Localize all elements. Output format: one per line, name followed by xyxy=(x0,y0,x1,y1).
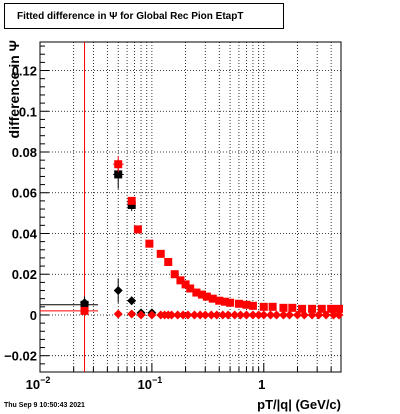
data-point-diamond xyxy=(334,310,344,320)
data-point-diamond xyxy=(278,310,288,320)
series-3 xyxy=(113,309,344,320)
data-point-diamond xyxy=(223,310,233,320)
data-point-diamond xyxy=(173,310,183,320)
data-point-diamond xyxy=(241,310,251,320)
data-point-square xyxy=(242,300,251,309)
data-point-diamond xyxy=(200,310,210,320)
data-point-diamond xyxy=(285,310,295,320)
data-point-square xyxy=(268,302,277,311)
data-point-square xyxy=(317,304,326,313)
plot-frame xyxy=(39,41,342,373)
data-point-diamond xyxy=(147,310,157,320)
data-point-square xyxy=(226,298,235,307)
data-point-diamond xyxy=(178,310,188,320)
y-tick-label: 0 xyxy=(30,308,37,323)
y-tick-label: 0.06 xyxy=(12,186,37,201)
data-point-square xyxy=(327,304,336,313)
data-point-square xyxy=(208,294,217,303)
data-point-diamond xyxy=(266,310,276,320)
data-point-square xyxy=(145,239,154,248)
y-axis-label: difference in Ψ xyxy=(6,40,22,138)
data-point-square xyxy=(308,304,317,313)
data-point-diamond xyxy=(206,310,216,320)
y-tick-label: 0.08 xyxy=(12,145,37,160)
data-point-diamond xyxy=(212,310,222,320)
data-point-diamond xyxy=(167,310,177,320)
data-point-diamond xyxy=(292,310,302,320)
data-point-diamond xyxy=(136,310,146,320)
y-tick-label: 0.1 xyxy=(19,104,37,119)
data-point-square xyxy=(176,276,185,285)
x-tick-label: 10−2 xyxy=(26,375,51,392)
data-point-diamond xyxy=(127,296,137,306)
data-point-diamond xyxy=(80,298,90,308)
data-point-square xyxy=(170,270,179,279)
data-point-square xyxy=(133,225,142,234)
data-point-diamond xyxy=(189,310,199,320)
data-point-diamond xyxy=(259,310,269,320)
y-tick-label: 0.12 xyxy=(12,64,37,79)
data-point-diamond xyxy=(248,310,258,320)
data-point-diamond xyxy=(329,310,339,320)
data-point-square xyxy=(220,297,229,306)
data-point-square xyxy=(127,200,136,209)
data-point-square xyxy=(234,299,243,308)
data-point-diamond xyxy=(272,310,282,320)
grid-lines xyxy=(39,42,341,372)
data-point-square xyxy=(334,304,343,313)
data-point-diamond xyxy=(113,286,123,296)
data-point-diamond xyxy=(113,309,123,319)
data-point-diamond xyxy=(218,310,228,320)
series-2 xyxy=(40,156,343,315)
data-point-square xyxy=(114,170,123,179)
data-point-square xyxy=(156,249,165,258)
data-point-diamond xyxy=(321,310,331,320)
data-point-diamond xyxy=(299,310,309,320)
data-point-square xyxy=(202,292,211,301)
data-point-square xyxy=(197,290,206,299)
data-point-square xyxy=(80,306,89,315)
x-axis-label: pT/|q| (GeV/c) xyxy=(257,397,341,412)
x-tick-label: 1 xyxy=(258,377,265,392)
data-point-diamond xyxy=(230,310,240,320)
data-point-square xyxy=(215,296,224,305)
data-point-square xyxy=(181,280,190,289)
data-point-diamond xyxy=(183,310,193,320)
data-point-diamond xyxy=(314,310,324,320)
y-tick-label: 0.02 xyxy=(12,267,37,282)
data-point-diamond xyxy=(254,310,264,320)
x-tick-label: 10−1 xyxy=(138,375,163,392)
data-point-diamond xyxy=(307,310,317,320)
data-point-square xyxy=(298,304,307,313)
data-point-square xyxy=(192,288,201,297)
data-point-diamond xyxy=(195,310,205,320)
y-tick-label: −0.02 xyxy=(4,349,37,364)
y-tick-label: 0.04 xyxy=(12,226,38,241)
data-point-square xyxy=(259,302,268,311)
data-point-diamond xyxy=(236,310,246,320)
chart-title: Fitted difference in Ψ for Global Rec Pi… xyxy=(4,3,284,29)
timestamp-footer: Thu Sep 9 10:50:43 2021 xyxy=(4,402,85,409)
data-point-square xyxy=(127,196,136,205)
data-point-square xyxy=(248,301,257,310)
data-point-square xyxy=(114,160,123,169)
data-point-square xyxy=(288,303,297,312)
data-point-square xyxy=(279,303,288,312)
data-point-square xyxy=(186,284,195,293)
data-point-square xyxy=(164,258,173,266)
data-point-diamond xyxy=(127,309,137,319)
